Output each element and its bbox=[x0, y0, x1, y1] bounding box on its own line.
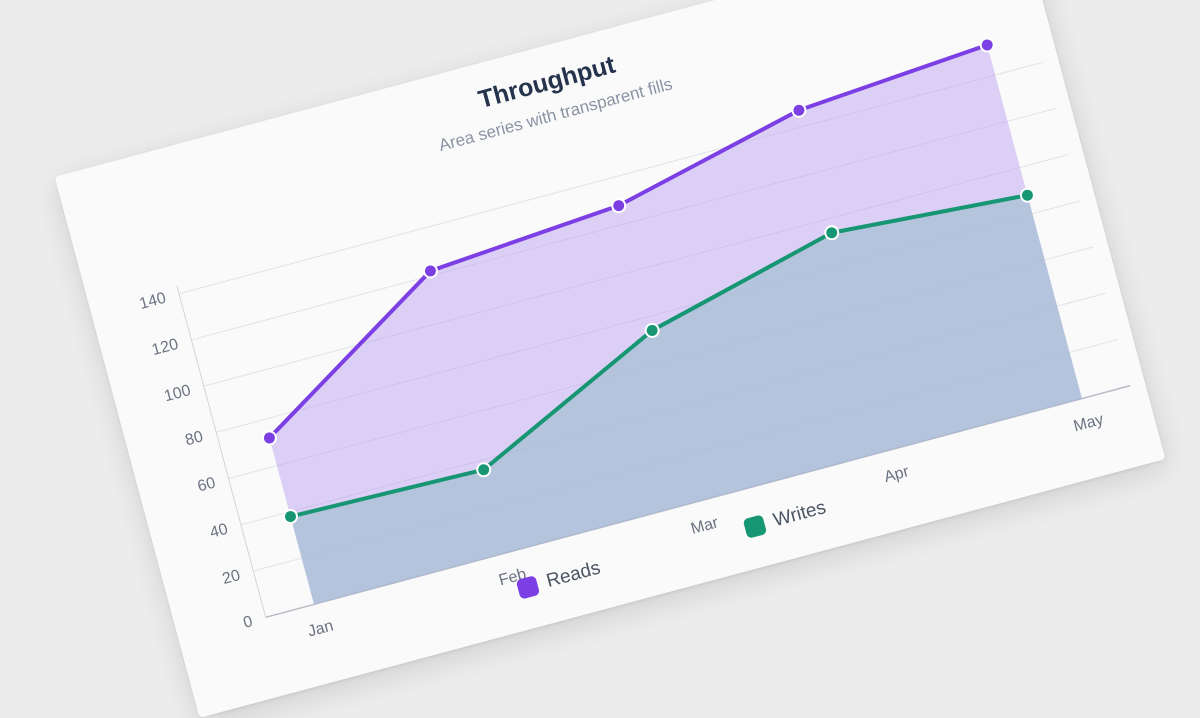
point-writes-apr bbox=[824, 225, 840, 241]
point-reads-mar bbox=[611, 198, 627, 214]
point-writes-jan bbox=[282, 509, 298, 525]
y-tick-label-80: 80 bbox=[183, 428, 205, 449]
point-reads-feb bbox=[422, 263, 438, 279]
legend-swatch-writes bbox=[742, 514, 767, 539]
y-tick-label-60: 60 bbox=[196, 474, 218, 495]
chart-stage: Throughput Area series with transparent … bbox=[54, 0, 1166, 718]
y-tick-label-0: 0 bbox=[242, 613, 255, 632]
x-tick-label-apr: Apr bbox=[882, 463, 911, 486]
points-reads bbox=[261, 37, 995, 446]
point-writes-mar bbox=[644, 322, 660, 338]
gridline-100 bbox=[203, 154, 1069, 387]
y-axis: 0 20 40 60 80 100 120 140 bbox=[138, 290, 255, 632]
y-tick-label-40: 40 bbox=[208, 521, 230, 542]
x-tick-label-mar: Mar bbox=[689, 514, 721, 538]
point-reads-may bbox=[979, 37, 995, 53]
gridline-120 bbox=[191, 107, 1057, 341]
y-tick-label-140: 140 bbox=[138, 290, 168, 313]
gridline-140 bbox=[178, 61, 1044, 295]
chart-card: Throughput Area series with transparent … bbox=[54, 0, 1166, 718]
point-writes-feb bbox=[476, 462, 492, 478]
legend-swatch-reads bbox=[515, 575, 540, 600]
points-writes bbox=[282, 187, 1035, 525]
area-writes bbox=[290, 195, 1082, 605]
y-axis-line bbox=[176, 285, 267, 618]
y-tick-label-100: 100 bbox=[162, 382, 192, 405]
y-tick-label-20: 20 bbox=[221, 567, 243, 588]
point-reads-apr bbox=[791, 102, 807, 118]
point-writes-may bbox=[1019, 187, 1035, 203]
y-tick-label-120: 120 bbox=[150, 336, 180, 359]
point-reads-jan bbox=[261, 430, 277, 446]
